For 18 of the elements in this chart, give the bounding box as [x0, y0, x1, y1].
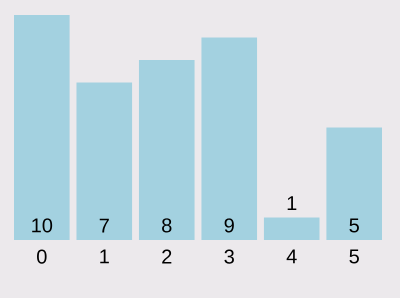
x-tick-label: 0 [37, 250, 47, 264]
bar [138, 60, 195, 240]
bar [326, 128, 382, 240]
data-label: 8 [162, 218, 172, 232]
bar [201, 37, 258, 240]
x-tick-label: 5 [349, 250, 359, 264]
data-label: 10 [32, 218, 52, 232]
x-tick-label: 3 [224, 250, 234, 264]
x-tick-label: 2 [162, 250, 172, 264]
data-label: 1 [288, 196, 296, 210]
data-label: 5 [349, 218, 359, 232]
data-label: 9 [224, 218, 234, 232]
data-label: 7 [100, 218, 109, 232]
bar [14, 14, 70, 240]
bar [264, 218, 320, 240]
x-tick-label: 4 [286, 250, 297, 264]
x-tick-label: 1 [100, 250, 109, 264]
bar [76, 82, 132, 240]
